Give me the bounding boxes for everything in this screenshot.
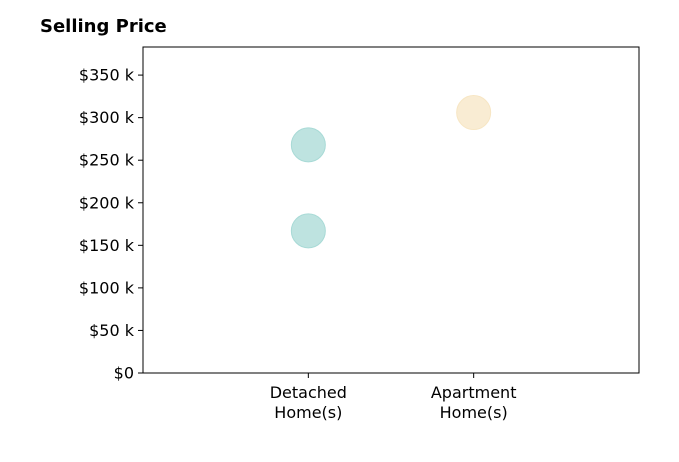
x-tick-label-line: Detached (270, 383, 347, 402)
y-tick-label: $300 k (79, 108, 135, 127)
x-axis: Detached Home(s)Apartment Home(s) (270, 373, 517, 422)
y-tick-label: $350 k (79, 66, 135, 85)
plot-frame (142, 46, 640, 374)
y-tick-label: $50 k (89, 321, 135, 340)
scatter-point (456, 95, 492, 131)
x-tick-label-line: Home(s) (440, 403, 508, 422)
y-tick-label: $200 k (79, 193, 135, 212)
y-tick-label: $0 (114, 364, 134, 383)
chart-title: Selling Price (40, 16, 167, 37)
x-tick-label: Apartment Home(s) (431, 383, 517, 422)
y-axis: $0 $50 k $100 k $150 k $200 k $250 k $300 k $35… (79, 66, 143, 383)
scatter-point (290, 213, 326, 249)
x-tick-label-line: Apartment (431, 383, 517, 402)
x-tick-label-line: Home(s) (274, 403, 342, 422)
y-tick-label: $150 k (79, 236, 135, 255)
y-tick-label: $250 k (79, 151, 135, 170)
points-layer (290, 95, 492, 249)
y-tick-label: $100 k (79, 278, 135, 297)
scatter-point (290, 127, 326, 163)
x-tick-label: Detached Home(s) (270, 383, 347, 422)
